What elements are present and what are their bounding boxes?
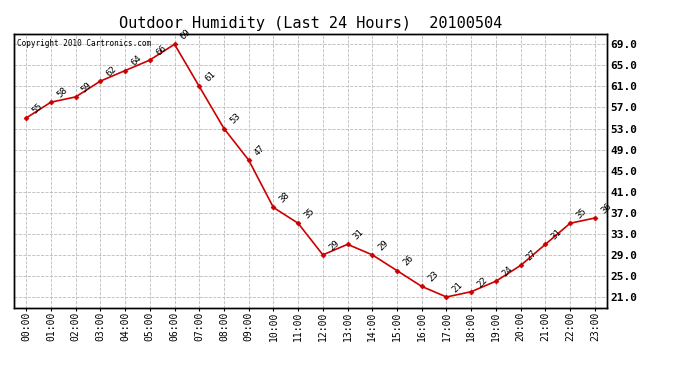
Text: 59: 59 [80, 80, 94, 94]
Text: 69: 69 [179, 27, 193, 42]
Text: 64: 64 [129, 54, 144, 68]
Text: 55: 55 [30, 101, 44, 115]
Text: 26: 26 [401, 254, 415, 268]
Text: 61: 61 [204, 70, 217, 84]
Text: 66: 66 [154, 44, 168, 57]
Text: 27: 27 [525, 249, 539, 262]
Text: 21: 21 [451, 280, 464, 294]
Text: 22: 22 [475, 275, 489, 289]
Text: 47: 47 [253, 143, 267, 158]
Text: 35: 35 [574, 207, 589, 220]
Text: 31: 31 [549, 228, 564, 242]
Text: 35: 35 [302, 207, 316, 220]
Text: 24: 24 [500, 264, 514, 278]
Text: 62: 62 [104, 64, 119, 78]
Text: 38: 38 [277, 191, 292, 205]
Text: 36: 36 [599, 201, 613, 215]
Text: 31: 31 [352, 228, 366, 242]
Text: 29: 29 [377, 238, 391, 252]
Text: 53: 53 [228, 112, 242, 126]
Title: Outdoor Humidity (Last 24 Hours)  20100504: Outdoor Humidity (Last 24 Hours) 2010050… [119, 16, 502, 31]
Text: Copyright 2010 Cartronics.com: Copyright 2010 Cartronics.com [17, 39, 151, 48]
Text: 29: 29 [327, 238, 341, 252]
Text: 58: 58 [55, 86, 69, 99]
Text: 23: 23 [426, 270, 440, 284]
